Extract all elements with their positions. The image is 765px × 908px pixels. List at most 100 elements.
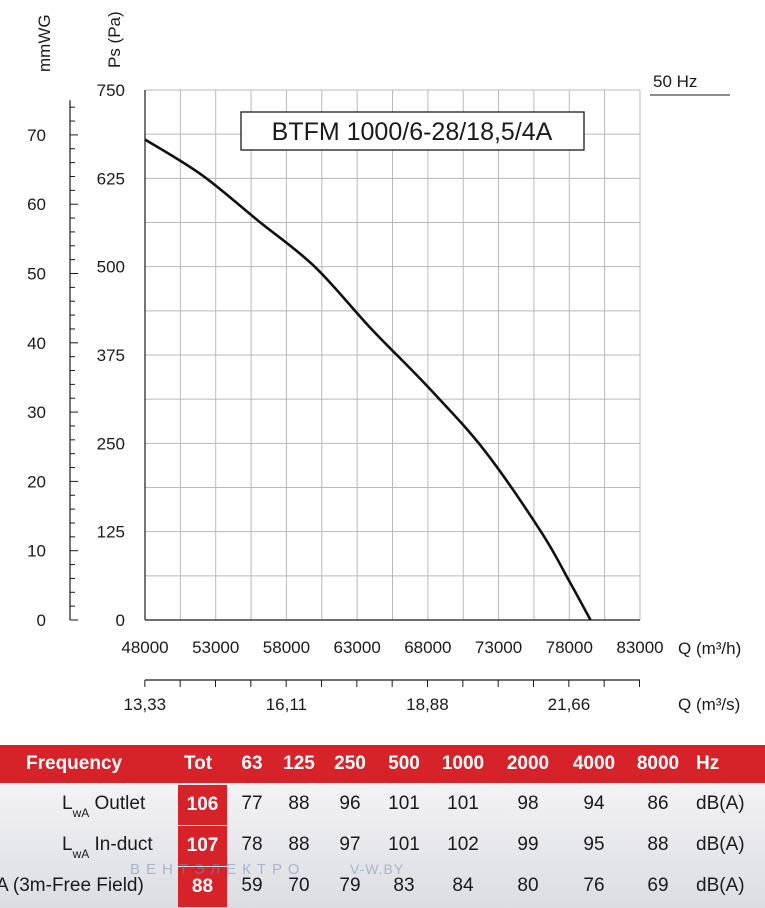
band-value: 77	[241, 793, 263, 814]
table-row-induct: LwA In-duct 107 78 88 97 101 102 99 95 8…	[0, 826, 765, 867]
band-value: 78	[241, 834, 263, 855]
x-tick-label-m3h: 63000	[334, 638, 381, 657]
header-band: 8000	[636, 753, 680, 774]
x-tick-label-m3s: 16,11	[266, 695, 307, 714]
axis-labels: 0 125 250 375 500 625 750 0 10 20 30 40 50 60 70 48000 5…	[27, 81, 664, 714]
band-value: 88	[647, 834, 669, 855]
y-tick-label-pa: 750	[97, 81, 125, 100]
band-value: 101	[388, 834, 420, 855]
tot-value: 107	[186, 835, 219, 856]
header-band: 63	[241, 753, 263, 774]
table-row-free-field: A (3m-Free Field) 88 59 70 79 83 84 80 7…	[0, 867, 765, 908]
sound-power-table: Frequency Tot 63 125 250 500 1000 2000 4…	[0, 745, 765, 908]
row-label: A (3m-Free Field)	[0, 875, 144, 897]
band-value: 102	[447, 834, 479, 855]
watermark: ВЕНТЭЛЕКТРО	[130, 861, 306, 878]
header-band: 2000	[506, 753, 550, 774]
row-label-main: L	[62, 834, 73, 855]
y-label-pa: Ps (Pa)	[105, 11, 124, 68]
chart-title: BTFM 1000/6-28/18,5/4A	[272, 118, 553, 146]
band-value: 101	[388, 793, 420, 814]
fan-curve-series-0	[144, 138, 592, 621]
axes	[69, 90, 641, 687]
band-value: 94	[583, 793, 605, 814]
band-value: 76	[583, 875, 605, 896]
band-value: 98	[517, 793, 539, 814]
x-tick-label-m3h: 53000	[192, 638, 239, 657]
header-band: 4000	[572, 753, 616, 774]
grid	[144, 89, 641, 621]
x-tick-label-m3s: 21,66	[548, 695, 591, 714]
tot-cell: 88	[178, 867, 227, 907]
row-label-rest: (3m-Free Field)	[7, 875, 144, 896]
band-value: 79	[339, 875, 361, 896]
band-value: 70	[288, 875, 310, 896]
x-tick-label-m3s: 13,33	[124, 695, 167, 714]
y-tick-label-pa: 625	[97, 169, 125, 188]
band-value: 88	[288, 834, 310, 855]
row-label: LwA In-duct	[62, 834, 153, 861]
y-tick-label-mmwg: 40	[27, 334, 46, 353]
tot-value: 88	[191, 876, 214, 897]
row-label-sub: wA	[72, 847, 90, 861]
x-tick-label-m3h: 78000	[546, 638, 593, 657]
band-value: 99	[517, 834, 539, 855]
band-value: 80	[517, 875, 539, 896]
header-band: 1000	[441, 753, 485, 774]
table-row-outlet: LwA Outlet 106 77 88 96 101 101 98 94 86…	[0, 785, 765, 826]
row-label: LwA Outlet	[62, 793, 146, 820]
header-band: 500	[388, 753, 420, 774]
x-tick-label-m3h: 73000	[475, 638, 522, 657]
y-label-mmwg: mmWG	[35, 14, 54, 72]
y-tick-label-mmwg: 70	[27, 126, 46, 145]
row-label-rest: In-duct	[89, 834, 153, 855]
band-value: 69	[647, 875, 669, 896]
band-value: 84	[452, 875, 474, 896]
band-value: 97	[339, 834, 361, 855]
row-label-sub: wA	[72, 806, 90, 820]
y-tick-label-mmwg: 0	[37, 611, 46, 630]
frequency-label: 50 Hz	[653, 72, 697, 91]
fan-curve-chart: 0 125 250 375 500 625 750 0 10 20 30 40 50 60 70 48000 5…	[27, 11, 741, 714]
y-tick-label-pa: 500	[97, 258, 125, 277]
tot-cell: 107	[178, 826, 227, 866]
x-tick-label-m3h: 58000	[263, 638, 310, 657]
row-unit: dB(A)	[696, 834, 745, 855]
header-frequency: Frequency	[26, 753, 123, 774]
x-tick-label-m3h: 48000	[121, 638, 168, 657]
y-tick-label-mmwg: 30	[27, 403, 46, 422]
y-tick-label-pa: 0	[116, 611, 125, 630]
y-tick-label-mmwg: 60	[27, 195, 46, 214]
band-value: 83	[393, 875, 415, 896]
band-value: 95	[583, 834, 605, 855]
title-box	[240, 111, 585, 151]
y-tick-label-mmwg: 20	[27, 472, 46, 491]
header-tot: Tot	[183, 753, 213, 774]
row-unit: dB(A)	[696, 875, 745, 896]
row-unit: dB(A)	[696, 793, 745, 814]
x-tick-label-m3h: 83000	[616, 638, 663, 657]
y-tick-label-pa: 125	[97, 523, 125, 542]
y-tick-label-mmwg: 10	[27, 542, 46, 561]
band-value: 96	[339, 793, 361, 814]
y-tick-label-pa: 375	[97, 346, 125, 365]
band-value: 86	[647, 793, 669, 814]
y-tick-label-mmwg: 50	[27, 264, 46, 283]
header-band: 250	[334, 753, 366, 774]
x-tick-label-m3s: 18,88	[406, 695, 449, 714]
row-label-rest: Outlet	[89, 793, 146, 814]
header-band: 125	[283, 753, 315, 774]
band-value: 88	[288, 793, 310, 814]
band-value: 59	[241, 875, 263, 896]
x-label-m3s: Q (m³/s)	[678, 695, 740, 714]
y-tick-label-pa: 250	[97, 434, 125, 453]
header-unit: Hz	[696, 753, 720, 774]
band-value: 101	[447, 793, 479, 814]
tot-value: 106	[186, 794, 219, 815]
row-label-main: A	[0, 875, 8, 896]
row-label-main: L	[62, 793, 73, 814]
x-label-m3h: Q (m³/h)	[678, 639, 741, 658]
table-header: Frequency Tot 63 125 250 500 1000 2000 4…	[0, 745, 765, 783]
x-tick-label-m3h: 68000	[404, 638, 451, 657]
tot-cell: 106	[178, 785, 227, 825]
